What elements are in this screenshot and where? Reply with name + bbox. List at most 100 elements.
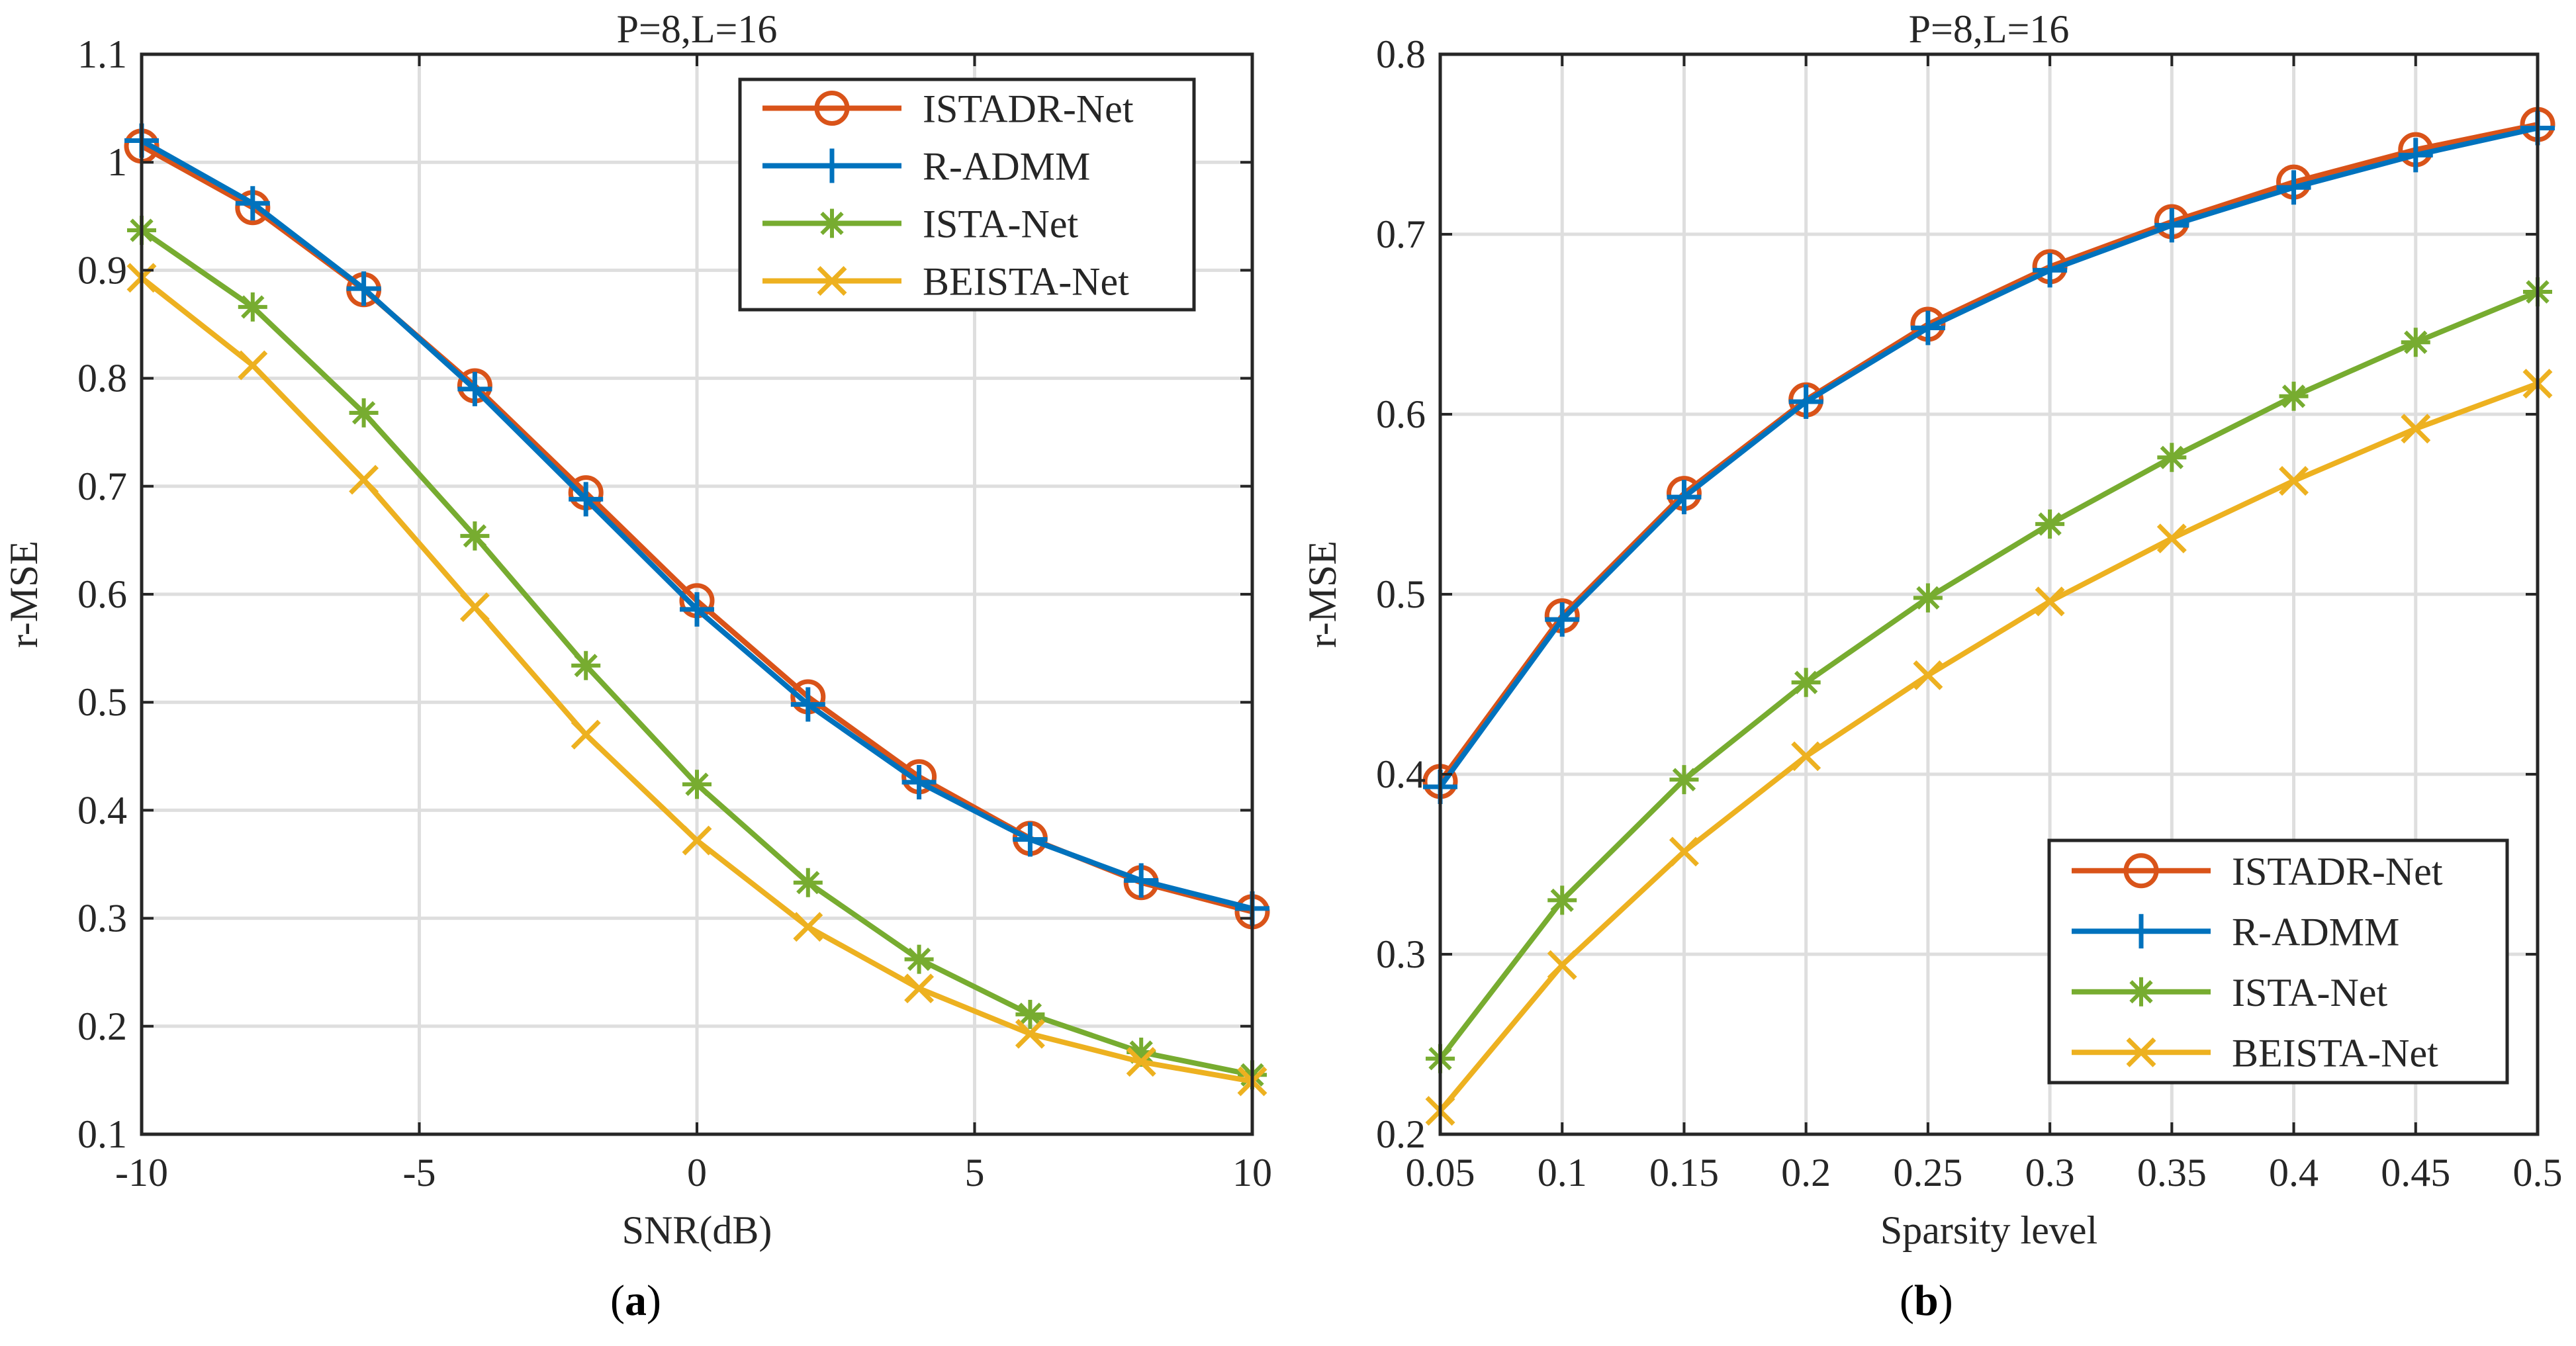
chart-b-x-tick-label: 0.15 xyxy=(1649,1151,1719,1194)
chart-b-x-tick-label: 0.45 xyxy=(2381,1151,2450,1194)
chart-b-x-axis-label: Sparsity level xyxy=(1880,1208,2097,1252)
chart-b-y-tick-label: 0.2 xyxy=(1376,1112,1426,1156)
chart-b-point-r-admm xyxy=(2276,170,2311,205)
chart-b-point-ista-net xyxy=(1547,885,1577,915)
chart-a-point-ista-net xyxy=(682,770,712,799)
chart-a-point-beista-net xyxy=(904,973,935,1004)
chart-b-legend-marker-r-admm xyxy=(2124,914,2158,949)
chart-a-point-beista-net xyxy=(238,350,268,381)
chart-b-legend: ISTADR-Net R-ADMM ISTA-Net BEISTA-Net xyxy=(2047,838,2509,1085)
chart-b-legend-label-beista-net: BEISTA-Net xyxy=(2232,1031,2438,1075)
chart-a-legend-label-beista-net: BEISTA-Net xyxy=(923,260,1129,304)
chart-a-point-ista-net xyxy=(349,398,379,427)
chart-b-point-r-admm xyxy=(1910,310,1945,345)
chart-a-point-ista-net xyxy=(238,292,267,322)
chart-b-x-tick-label: 0.3 xyxy=(2025,1151,2075,1194)
chart-a-legend-marker-r-admm xyxy=(815,148,849,183)
chart-a-legend-label-ista-net: ISTA-Net xyxy=(923,202,1078,246)
chart-a-x-tick-label: -10 xyxy=(115,1151,168,1194)
chart-b-legend-label-ista-net: ISTA-Net xyxy=(2232,971,2387,1014)
chart-a-point-beista-net xyxy=(1126,1047,1156,1077)
chart-a-point-r-admm xyxy=(901,764,937,799)
chart-b-point-ista-net xyxy=(2279,381,2309,411)
chart-a-y-tick-label: 1 xyxy=(107,140,127,184)
chart-a-legend-label-istadr-net: ISTADR-Net xyxy=(923,87,1134,131)
chart-a-series-r-admm xyxy=(124,123,1269,926)
chart-b-line-r-admm xyxy=(1438,125,2538,789)
chart-b-legend-marker-istadr-net xyxy=(2123,853,2159,889)
chart-b-x-tick-label: 0.35 xyxy=(2137,1151,2207,1194)
chart-b-y-tick-label: 0.5 xyxy=(1376,572,1426,616)
chart-a-x-tick-label: -5 xyxy=(403,1151,436,1194)
chart-b-series-r-admm xyxy=(1423,111,2555,805)
chart-b-x-tick-label: 0.05 xyxy=(1406,1151,1475,1194)
chart-b-x-tick-label: 0.1 xyxy=(1538,1151,1587,1194)
chart-a-x-tick-label: 5 xyxy=(965,1151,985,1194)
chart-b-point-beista-net xyxy=(1791,741,1821,772)
chart-a-point-r-admm xyxy=(457,371,492,406)
chart-a-y-tick-label: 0.5 xyxy=(77,680,127,724)
chart-a-point-beista-net xyxy=(349,465,379,495)
chart-b: 0.05 0.1 0.15 0.2 0.25 0.3 0.35 0.4 0.45 0.5 0.2 0.… xyxy=(1301,7,2563,1252)
chart-b-point-beista-net xyxy=(2279,466,2309,496)
chart-b-y-axis-label: r-MSE xyxy=(1301,541,1344,648)
chart-a-y-tick-label: 1.1 xyxy=(77,32,127,76)
chart-b-point-ista-net xyxy=(2157,443,2187,472)
chart-b-point-r-admm xyxy=(1545,602,1580,637)
chart-a-legend-marker-beista-net xyxy=(817,266,847,296)
chart-b-legend-label-istadr-net: ISTADR-Net xyxy=(2232,850,2443,893)
chart-a-point-r-admm xyxy=(346,271,381,306)
caption-b: (b) xyxy=(1900,1276,1953,1326)
chart-b-point-beista-net xyxy=(2401,414,2431,444)
chart-b-point-beista-net xyxy=(1669,836,1699,867)
chart-b-y-tick-label: 0.3 xyxy=(1376,932,1426,976)
chart-a-point-beista-net xyxy=(682,825,712,856)
chart-b-y-tick-label: 0.8 xyxy=(1376,32,1426,76)
chart-a-point-ista-net xyxy=(1015,999,1045,1029)
chart-a-point-r-admm xyxy=(235,186,270,221)
chart-a-y-tick-label: 0.4 xyxy=(77,788,127,832)
chart-a-y-tick-label: 0.6 xyxy=(77,572,127,616)
chart-b-legend-label-r-admm: R-ADMM xyxy=(2232,910,2399,954)
caption-b-letter: b xyxy=(1913,1277,1939,1325)
chart-a-y-tick-label: 0.8 xyxy=(77,357,127,400)
chart-b-legend-box xyxy=(2047,838,2509,1085)
chart-b-point-ista-net xyxy=(2035,509,2065,539)
chart-a-y-tick-label: 0.3 xyxy=(77,897,127,940)
chart-b-y-tick-label: 0.6 xyxy=(1376,392,1426,436)
chart-b-point-r-admm xyxy=(2033,253,2068,288)
chart-b-point-beista-net xyxy=(2156,523,2187,554)
chart-a-y-tick-label: 0.9 xyxy=(77,248,127,292)
chart-a-point-r-admm xyxy=(1124,863,1159,898)
chart-b-x-tick-label: 0.2 xyxy=(1781,1151,1831,1194)
chart-b-line-beista-net xyxy=(1438,381,2539,1113)
caption-a-close: ) xyxy=(646,1277,661,1325)
chart-a-y-tick-label: 0.2 xyxy=(77,1005,127,1048)
chart-a-point-r-admm xyxy=(790,687,825,722)
chart-a-point-ista-net xyxy=(571,651,601,680)
chart-a-legend-marker-istadr-net xyxy=(814,91,850,126)
chart-b-point-r-admm xyxy=(2154,208,2189,243)
chart-a-y-tick-label: 0.1 xyxy=(77,1112,127,1156)
chart-b-point-ista-net xyxy=(2401,328,2430,357)
chart-a-x-axis-label: SNR(dB) xyxy=(622,1208,772,1252)
chart-a-point-ista-net xyxy=(793,868,823,897)
chart-b-point-ista-net xyxy=(1791,668,1821,697)
chart-a-legend-box xyxy=(738,77,1196,312)
chart-b-point-beista-net xyxy=(2035,586,2065,617)
chart-a-legend-marker-ista-net xyxy=(817,208,847,238)
chart-a-point-beista-net xyxy=(459,592,490,623)
chart-a-point-ista-net xyxy=(904,944,934,974)
chart-b-title: P=8,L=16 xyxy=(1909,7,2070,51)
chart-a-y-tick-label: 0.7 xyxy=(77,465,127,508)
chart-a-point-ista-net xyxy=(1127,1037,1156,1067)
chart-b-x-tick-label: 0.25 xyxy=(1893,1151,1962,1194)
chart-b-point-beista-net xyxy=(1547,950,1577,980)
chart-b-line-ista-net xyxy=(1438,289,2539,1061)
chart-a-point-r-admm xyxy=(680,592,714,627)
chart-a-point-r-admm xyxy=(569,482,604,517)
caption-b-close: ) xyxy=(1938,1277,1953,1325)
caption-a-open: ( xyxy=(610,1277,625,1325)
chart-b-point-r-admm xyxy=(1667,480,1702,515)
